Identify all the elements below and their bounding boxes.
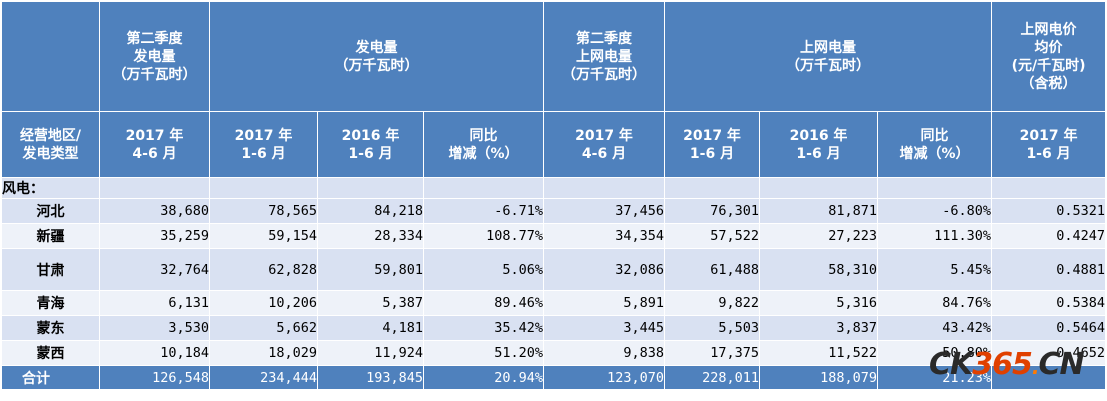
table-row: 蒙东 3,530 5,662 4,181 35.42% 3,445 5,503 … (1, 315, 1107, 341)
value-cell: -6.71% (422, 198, 545, 224)
total-row: 合计 126,548 234,444 193,845 20.94% 123,07… (1, 365, 1107, 390)
total-value (991, 365, 1107, 390)
value-cell: 11,924 (317, 340, 424, 366)
value-cell: 34,354 (543, 223, 666, 249)
header-generation-group: 发电量 （万千瓦时） (208, 1, 545, 112)
value-cell: 17,375 (664, 340, 761, 366)
region-cell: 青海 (1, 290, 100, 316)
header-2017-h1-tariff: 2017 年 1-6 月 (991, 111, 1107, 178)
header-yoy-change: 同比 增减（%） (422, 111, 545, 178)
value-cell: 18,029 (209, 340, 318, 366)
value-cell: 43.42% (877, 315, 993, 341)
region-cell: 甘肃 (1, 248, 100, 291)
value-cell: 5,503 (664, 315, 761, 341)
table-row: 河北 38,680 78,565 84,218 -6.71% 37,456 76… (1, 198, 1107, 224)
value-cell: 61,488 (664, 248, 761, 291)
total-value: 234,444 (209, 365, 318, 390)
value-cell: 0.4652 (991, 340, 1107, 366)
value-cell: 4,181 (317, 315, 424, 341)
section-label-wind: 风电： (1, 177, 100, 199)
table-row: 青海 6,131 10,206 5,387 89.46% 5,891 9,822… (1, 290, 1107, 316)
value-cell: 28,334 (317, 223, 424, 249)
value-cell: -6.80% (877, 198, 993, 224)
value-cell: 9,822 (664, 290, 761, 316)
value-cell: 59,154 (209, 223, 318, 249)
value-cell: 111.30% (877, 223, 993, 249)
value-cell: 59,801 (317, 248, 424, 291)
value-cell: 37,456 (543, 198, 666, 224)
value-cell: 84.76% (877, 290, 993, 316)
header-row-top: 第二季度 发电量 （万千瓦时） 发电量 （万千瓦时） 第二季度 上网电量 （万千… (1, 1, 1107, 112)
header-region-type: 经营地区/ 发电类型 (1, 111, 100, 178)
value-cell: 10,206 (209, 290, 318, 316)
table-row: 蒙西 10,184 18,029 11,924 51.20% 9,838 17,… (1, 340, 1107, 366)
header-2016-h1-grid: 2016 年 1-6 月 (759, 111, 879, 178)
header-grid-power-group: 上网电量 （万千瓦时） (664, 1, 993, 112)
value-cell: 51.20% (422, 340, 545, 366)
header-2016-h1: 2016 年 1-6 月 (317, 111, 424, 178)
value-cell: 3,530 (99, 315, 210, 341)
value-cell: 89.46% (422, 290, 545, 316)
header-blank-cell (1, 1, 100, 112)
header-avg-tariff: 上网电价 均价 (元/千瓦时) （含税） (991, 1, 1107, 112)
value-cell: 57,522 (664, 223, 761, 249)
value-cell: 84,218 (317, 198, 424, 224)
value-cell: 3,445 (543, 315, 666, 341)
region-cell: 蒙东 (1, 315, 100, 341)
value-cell: 32,086 (543, 248, 666, 291)
total-label: 合计 (1, 365, 100, 390)
header-2017-h1: 2017 年 1-6 月 (209, 111, 318, 178)
region-cell: 新疆 (1, 223, 100, 249)
value-cell: 27,223 (759, 223, 879, 249)
value-cell: 10,184 (99, 340, 210, 366)
value-cell: 5.45% (877, 248, 993, 291)
value-cell: 5,387 (317, 290, 424, 316)
total-value: 126,548 (99, 365, 210, 390)
value-cell: 38,680 (99, 198, 210, 224)
value-cell: 81,871 (759, 198, 879, 224)
value-cell: 32,764 (99, 248, 210, 291)
value-cell: 78,565 (209, 198, 318, 224)
value-cell: 0.4247 (991, 223, 1107, 249)
value-cell: 9,838 (543, 340, 666, 366)
header-row-sub: 经营地区/ 发电类型 2017 年 4-6 月 2017 年 1-6 月 201… (1, 111, 1107, 178)
total-value: 228,011 (664, 365, 761, 390)
total-value: 193,845 (317, 365, 424, 390)
total-value: 188,079 (759, 365, 879, 390)
watermark-logo: CK365.CN (929, 347, 1085, 382)
region-cell: 河北 (1, 198, 100, 224)
total-value: 123,070 (543, 365, 666, 390)
value-cell: 0.4881 (991, 248, 1107, 291)
section-row: 风电： (1, 177, 1107, 199)
value-cell: 5,662 (209, 315, 318, 341)
table-row: 新疆 35,259 59,154 28,334 108.77% 34,354 5… (1, 223, 1107, 249)
value-cell: 50.80% (877, 340, 993, 366)
value-cell: 5.06% (422, 248, 545, 291)
value-cell: 6,131 (99, 290, 210, 316)
value-cell: 3,837 (759, 315, 879, 341)
header-q2-generation: 第二季度 发电量 （万千瓦时） (99, 1, 210, 112)
value-cell: 0.5321 (991, 198, 1107, 224)
value-cell: 5,316 (759, 290, 879, 316)
value-cell: 11,522 (759, 340, 879, 366)
value-cell: 108.77% (422, 223, 545, 249)
value-cell: 35,259 (99, 223, 210, 249)
value-cell: 5,891 (543, 290, 666, 316)
value-cell: 0.5384 (991, 290, 1107, 316)
header-2017-q2-grid: 2017 年 4-6 月 (543, 111, 666, 178)
table-row: 甘肃 32,764 62,828 59,801 5.06% 32,086 61,… (1, 248, 1107, 291)
total-value: 21.23% (877, 365, 993, 390)
value-cell: 76,301 (664, 198, 761, 224)
wind-power-table: 第二季度 发电量 （万千瓦时） 发电量 （万千瓦时） 第二季度 上网电量 （万千… (1, 1, 1107, 390)
value-cell: 58,310 (759, 248, 879, 291)
region-cell: 蒙西 (1, 340, 100, 366)
value-cell: 62,828 (209, 248, 318, 291)
header-2017-q2: 2017 年 4-6 月 (99, 111, 210, 178)
total-value: 20.94% (422, 365, 545, 390)
value-cell: 35.42% (422, 315, 545, 341)
header-q2-grid-power: 第二季度 上网电量 （万千瓦时） (543, 1, 666, 112)
header-yoy-change-grid: 同比 增减（%） (877, 111, 993, 178)
header-2017-h1-grid: 2017 年 1-6 月 (664, 111, 761, 178)
value-cell: 0.5464 (991, 315, 1107, 341)
